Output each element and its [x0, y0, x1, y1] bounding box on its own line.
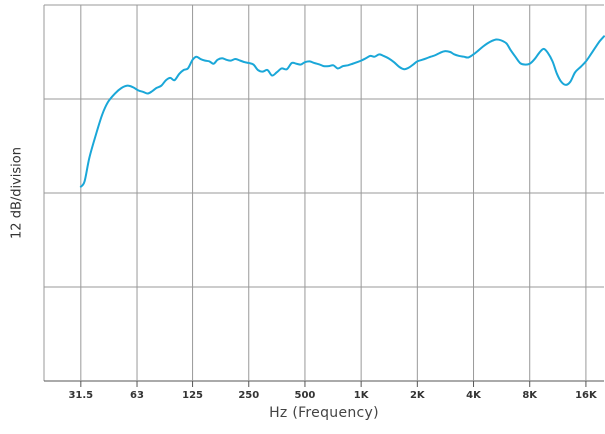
grid: [43, 4, 604, 382]
x-tick-label: 63: [130, 390, 144, 401]
x-tick-label: 500: [295, 390, 316, 401]
x-tick-label: 16K: [575, 390, 598, 401]
x-tick-label: 8K: [522, 390, 538, 401]
x-tick-label: 1K: [354, 390, 370, 401]
x-tick-label: 125: [182, 390, 203, 401]
x-tick-label: 31.5: [68, 390, 93, 401]
frequency-response-line: [79, 35, 605, 188]
x-axis-ticks: 31.5 63 125 250 500 1K 2K 4K 8K 16K: [68, 381, 598, 401]
y-axis-title: 12 dB/division: [10, 147, 25, 239]
x-axis-title: Hz (Frequency): [269, 405, 379, 421]
x-tick-label: 4K: [466, 390, 482, 401]
x-tick-label: 250: [238, 390, 259, 401]
x-tick-label: 2K: [410, 390, 426, 401]
